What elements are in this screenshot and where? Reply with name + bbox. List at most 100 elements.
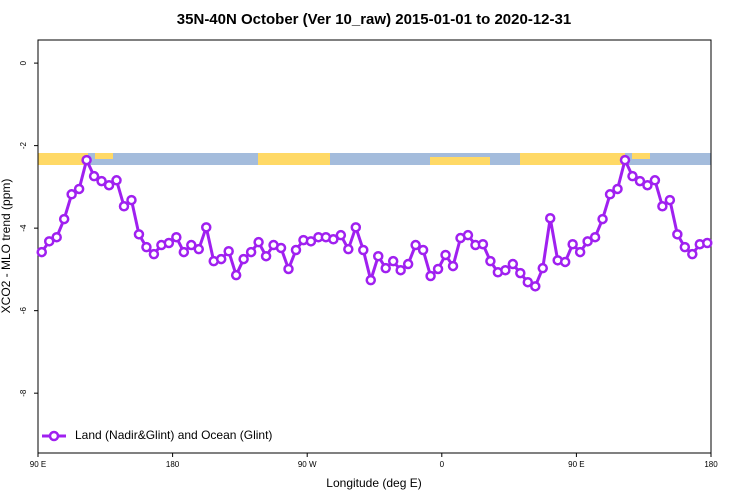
- data-point: [358, 244, 369, 256]
- data-point: [275, 242, 287, 254]
- data-point: [642, 179, 653, 191]
- x-tick-label: 180: [166, 460, 180, 469]
- data-point: [387, 255, 399, 267]
- ocean-segment: [88, 153, 258, 165]
- y-axis-label: XCO2 - MLO trend (ppm): [0, 179, 13, 314]
- data-point: [612, 183, 623, 195]
- data-point: [567, 238, 578, 250]
- data-point: [530, 281, 541, 292]
- y-tick-label: -6: [19, 307, 28, 315]
- data-point: [619, 154, 631, 166]
- data-point: [425, 270, 436, 282]
- data-point: [186, 239, 197, 251]
- data-point: [365, 274, 377, 286]
- data-point: [118, 201, 130, 212]
- data-point: [679, 241, 691, 253]
- data-point: [410, 239, 421, 251]
- data-point: [485, 255, 496, 267]
- data-point: [73, 183, 85, 195]
- y-tick-label: -8: [19, 389, 28, 397]
- data-point: [440, 249, 451, 261]
- land-segment: [95, 153, 113, 159]
- data-point: [88, 170, 100, 182]
- data-point: [537, 262, 548, 274]
- data-point: [335, 229, 347, 241]
- data-point: [290, 244, 302, 256]
- y-tick-label: 0: [19, 60, 28, 65]
- data-point: [163, 237, 175, 249]
- data-point: [148, 248, 160, 260]
- data-point: [111, 175, 122, 186]
- data-point: [687, 248, 698, 260]
- data-point: [141, 241, 152, 253]
- data-point: [395, 264, 406, 276]
- surface-strip: [38, 153, 711, 165]
- x-tick-label: 90 E: [30, 460, 46, 469]
- data-point: [283, 263, 294, 275]
- data-point: [126, 194, 137, 206]
- data-point: [305, 236, 317, 247]
- data-point: [253, 236, 264, 248]
- y-tick-label: -2: [19, 142, 28, 150]
- data-point: [58, 213, 70, 225]
- land-segment: [258, 153, 330, 165]
- data-point: [589, 231, 601, 243]
- data-point: [627, 170, 638, 182]
- data-point: [432, 263, 444, 275]
- data-point: [447, 260, 459, 272]
- data-point: [43, 236, 55, 247]
- ocean-segment: [330, 153, 520, 165]
- data-point: [402, 258, 414, 270]
- data-point: [350, 222, 362, 233]
- data-point: [372, 250, 384, 262]
- data-point: [574, 246, 586, 258]
- data-point: [500, 264, 511, 276]
- data-point: [201, 222, 212, 233]
- data-point: [66, 189, 77, 200]
- land-segment: [430, 157, 490, 165]
- data-point: [597, 213, 608, 225]
- data-point: [230, 269, 242, 281]
- x-tick-label: 90 E: [568, 460, 584, 469]
- data-point: [672, 229, 683, 240]
- data-point: [544, 212, 556, 224]
- data-point: [238, 253, 249, 265]
- data-point: [604, 189, 616, 200]
- data-point: [649, 175, 661, 186]
- data-point: [380, 262, 391, 274]
- data-point: [328, 234, 339, 245]
- data-point: [417, 244, 429, 256]
- data-point: [245, 246, 257, 258]
- data-point: [507, 258, 519, 270]
- x-tick-label: 0: [440, 460, 445, 469]
- data-point: [223, 245, 234, 257]
- data-point: [81, 154, 92, 166]
- x-tick-label: 90 W: [298, 460, 317, 469]
- land-segment: [38, 153, 88, 165]
- data-point: [171, 231, 182, 243]
- data-point: [96, 175, 107, 187]
- data-point: [515, 267, 526, 279]
- data-point: [343, 243, 354, 255]
- data-point: [215, 253, 227, 265]
- data-point: [103, 179, 115, 191]
- land-segment: [520, 153, 625, 165]
- data-point: [522, 276, 534, 288]
- data-point: [51, 231, 62, 243]
- y-tick-label: -4: [19, 224, 28, 232]
- data-point: [462, 229, 474, 241]
- data-point: [634, 175, 646, 187]
- x-axis-label: Longitude (deg E): [326, 476, 421, 490]
- data-point: [559, 256, 571, 268]
- data-point: [664, 194, 676, 206]
- chart-title: 35N-40N October (Ver 10_raw) 2015-01-01 …: [177, 11, 571, 28]
- data-point: [260, 250, 272, 262]
- data-point: [133, 229, 145, 240]
- x-tick-label: 180: [704, 460, 718, 469]
- legend-label: Land (Nadir&Glint) and Ocean (Glint): [75, 428, 272, 442]
- data-point: [36, 246, 47, 258]
- data-point: [582, 236, 593, 247]
- land-segment: [632, 153, 650, 159]
